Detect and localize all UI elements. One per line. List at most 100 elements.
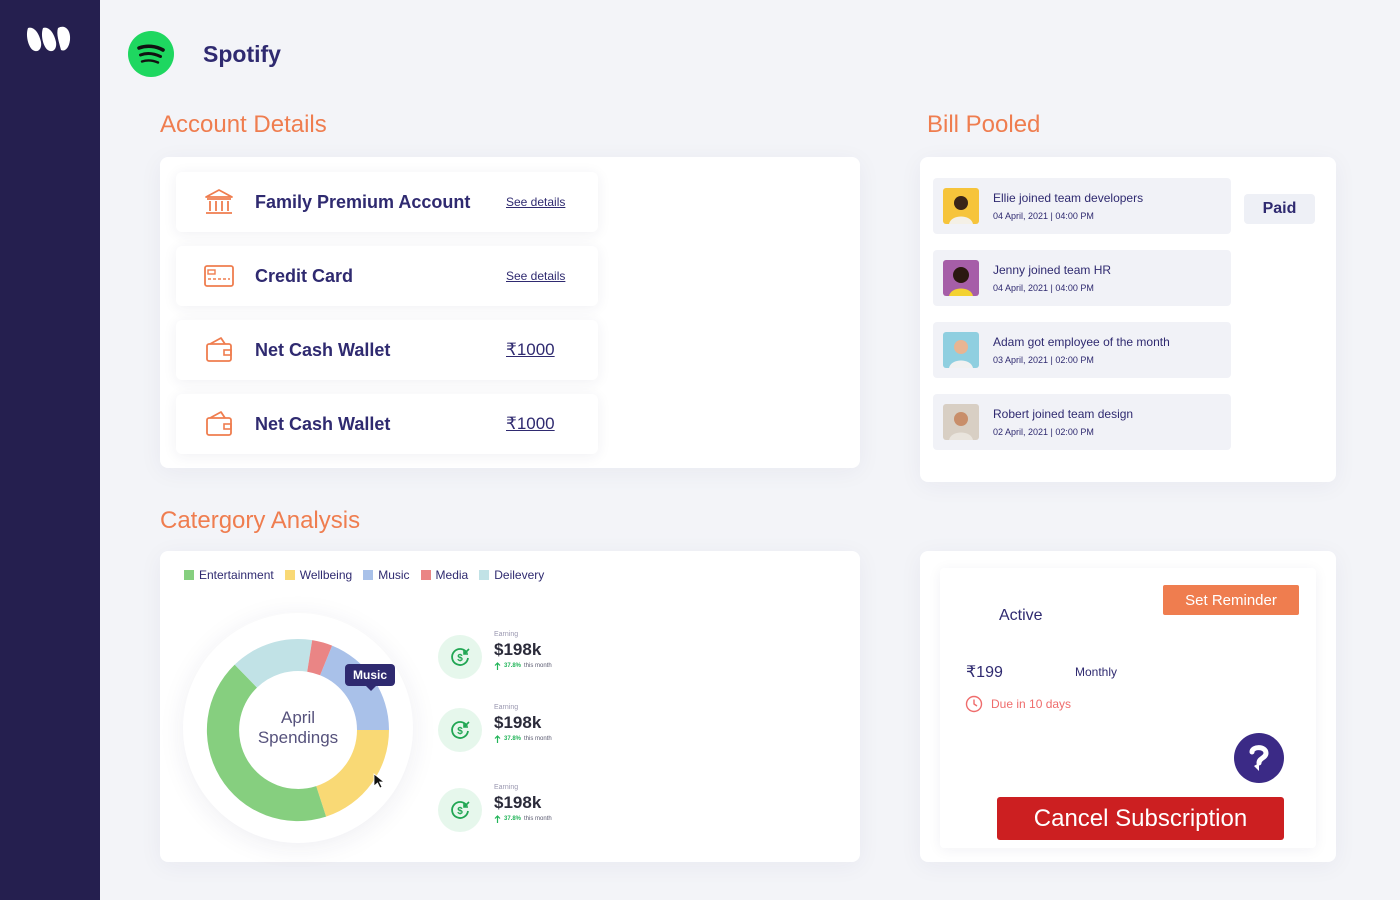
account-row-family-premium[interactable]: Family Premium Account See details xyxy=(176,172,598,232)
earning-stat: $ Earning $198k 37.8% this month xyxy=(438,704,598,754)
legend-item-music[interactable]: Music xyxy=(363,568,410,582)
donut-slice-media[interactable] xyxy=(307,640,333,676)
mouse-cursor-icon xyxy=(373,773,386,789)
clock-icon xyxy=(965,695,983,713)
bill-pooled-title: Bill Pooled xyxy=(927,111,1041,138)
earning-stat: $ Earning $198k 37.8% this month xyxy=(438,784,598,834)
svg-text:$: $ xyxy=(457,806,463,817)
dollar-refresh-icon: $ xyxy=(438,635,482,679)
due-date: Due in 10 days xyxy=(965,695,1071,713)
avatar xyxy=(943,404,979,440)
earning-percent: 37.8% xyxy=(504,816,522,822)
paid-status-badge: Paid xyxy=(1244,194,1315,224)
activity-time: 02 April, 2021 | 02:00 PM xyxy=(993,427,1094,437)
help-icon xyxy=(1249,745,1269,771)
legend-swatch xyxy=(184,570,194,580)
earning-caption: Earning xyxy=(494,704,519,711)
avatar xyxy=(943,188,979,224)
earning-percent: 37.8% xyxy=(504,736,522,742)
donut-slice-delivery[interactable] xyxy=(234,638,313,688)
activity-time: 04 April, 2021 | 04:00 PM xyxy=(993,283,1094,293)
sidebar xyxy=(0,0,100,900)
legend-item-delivery[interactable]: Deilevery xyxy=(479,568,544,582)
earning-value: $198k xyxy=(494,640,542,659)
app-title: Spotify xyxy=(203,40,281,67)
due-text: Due in 10 days xyxy=(991,697,1072,711)
chart-tooltip: Music xyxy=(345,664,396,691)
avatar xyxy=(943,260,979,296)
earning-value: $198k xyxy=(494,713,542,732)
see-details-link[interactable]: See details xyxy=(506,269,566,283)
avatar xyxy=(943,332,979,368)
donut-slice-entertainment[interactable] xyxy=(206,664,327,822)
arrow-up-icon xyxy=(494,815,501,823)
category-analysis-title: Catergory Analysis xyxy=(160,507,361,534)
earning-caption: Earning xyxy=(494,631,519,638)
account-row-credit-card[interactable]: Credit Card See details xyxy=(176,246,598,306)
see-details-link[interactable]: See details xyxy=(506,195,566,209)
spending-donut-chart: April Spendings Music xyxy=(183,613,413,843)
account-details-card: Family Premium Account See details Credi… xyxy=(160,157,860,468)
spotify-logo-icon xyxy=(128,31,174,77)
chart-legend: Entertainment Wellbeing Music Media Deil… xyxy=(184,568,544,582)
donut-svg xyxy=(206,638,389,822)
activity-item[interactable]: Adam got employee of the month 03 April,… xyxy=(933,322,1231,378)
legend-item-wellbeing[interactable]: Wellbeing xyxy=(284,568,353,582)
subscription-panel: Active Set Reminder ₹199 Monthly Due in … xyxy=(940,568,1316,848)
legend-swatch xyxy=(363,570,374,580)
activity-item[interactable]: Robert joined team design 02 April, 2021… xyxy=(933,394,1231,450)
subscription-price: ₹199 xyxy=(966,664,1003,681)
activity-title: Robert joined team design xyxy=(993,407,1134,421)
wallet-amount[interactable]: ₹1000 xyxy=(506,340,555,359)
account-details-title: Account Details xyxy=(160,111,327,138)
activity-time: 04 April, 2021 | 04:00 PM xyxy=(993,211,1094,221)
account-row-label: Credit Card xyxy=(255,265,354,286)
legend-label: Deilevery xyxy=(494,568,545,582)
earning-suffix: this month xyxy=(524,736,552,742)
activity-item[interactable]: Jenny joined team HR 04 April, 2021 | 04… xyxy=(933,250,1231,306)
donut-center-line1: April xyxy=(280,708,315,727)
earning-trend: 37.8% this month xyxy=(494,662,552,670)
legend-label: Wellbeing xyxy=(299,568,353,582)
earning-stat: $ Earning $198k 37.8% this month xyxy=(438,631,598,681)
billing-period: Monthly xyxy=(1075,665,1118,679)
legend-swatch xyxy=(284,570,295,580)
legend-swatch xyxy=(479,570,490,580)
bank-icon xyxy=(205,189,233,214)
donut-slice-music[interactable] xyxy=(320,645,389,730)
activity-item[interactable]: Ellie joined team developers 04 April, 2… xyxy=(933,178,1231,234)
account-row-label: Family Premium Account xyxy=(255,191,471,212)
donut-center-label: April Spendings xyxy=(183,613,413,843)
help-button[interactable] xyxy=(1234,733,1284,783)
brand-logo-icon[interactable] xyxy=(25,24,71,54)
donut-slice-wellbeing[interactable] xyxy=(316,730,389,817)
earning-caption: Earning xyxy=(494,784,519,791)
wallet-icon xyxy=(206,411,232,436)
earning-trend: 37.8% this month xyxy=(494,815,552,823)
svg-text:$: $ xyxy=(457,653,463,664)
account-row-net-cash-wallet[interactable]: Net Cash Wallet ₹1000 xyxy=(176,394,598,454)
activity-title: Jenny joined team HR xyxy=(993,263,1112,277)
account-row-net-cash-wallet[interactable]: Net Cash Wallet ₹1000 xyxy=(176,320,598,380)
wallet-amount[interactable]: ₹1000 xyxy=(506,414,555,433)
legend-label: Media xyxy=(435,568,469,582)
wallet-icon xyxy=(206,337,232,362)
legend-swatch xyxy=(420,570,431,580)
category-analysis-card: Entertainment Wellbeing Music Media Deil… xyxy=(160,551,860,862)
activity-title: Adam got employee of the month xyxy=(993,335,1170,349)
subscription-status: Active xyxy=(999,607,1043,624)
legend-item-media[interactable]: Media xyxy=(420,568,469,582)
set-reminder-button[interactable]: Set Reminder xyxy=(1163,585,1299,615)
arrow-up-icon xyxy=(494,662,501,670)
earning-suffix: this month xyxy=(524,663,552,669)
legend-label: Music xyxy=(378,568,410,582)
cancel-subscription-button[interactable]: Cancel Subscription xyxy=(997,797,1284,840)
earning-value: $198k xyxy=(494,793,542,812)
legend-item-entertainment[interactable]: Entertainment xyxy=(184,568,274,582)
dollar-refresh-icon: $ xyxy=(438,788,482,832)
earning-suffix: this month xyxy=(524,816,552,822)
legend-label: Entertainment xyxy=(199,568,274,582)
account-row-label: Net Cash Wallet xyxy=(255,339,391,360)
dollar-refresh-icon: $ xyxy=(438,708,482,752)
donut-center-line2: Spendings xyxy=(257,728,339,747)
